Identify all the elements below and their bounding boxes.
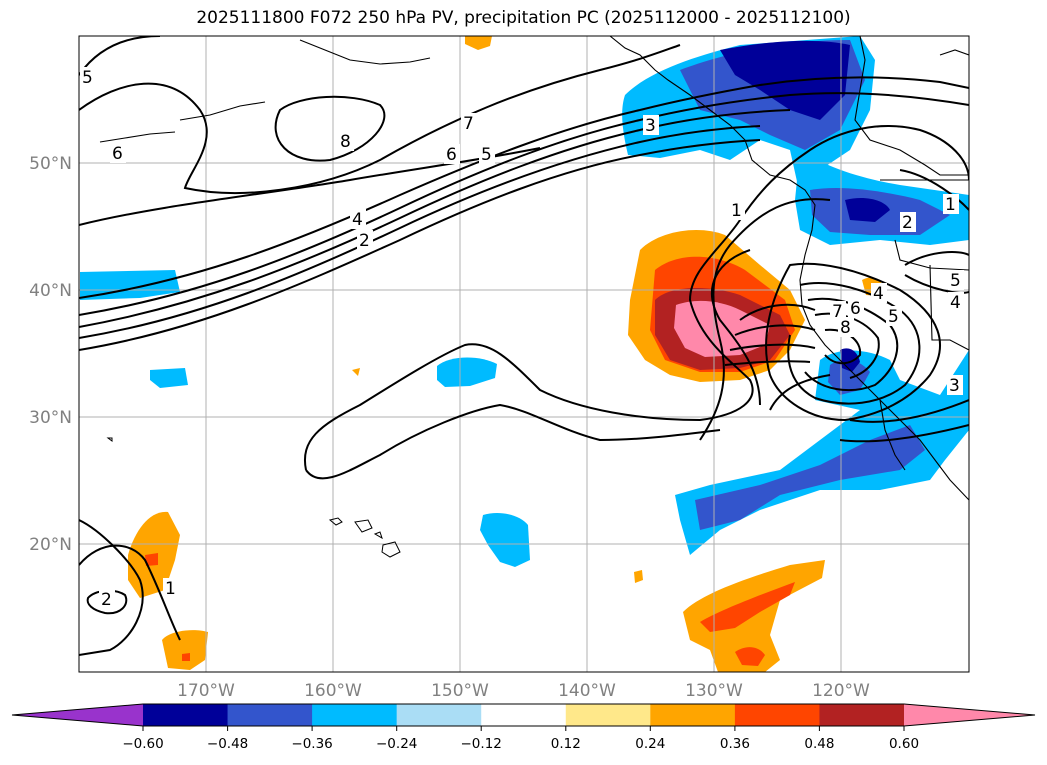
lon-label: 140°W: [558, 681, 616, 701]
contour-label: 6: [850, 299, 861, 319]
colorbar-tick-label: −0.12: [461, 736, 502, 752]
colorbar-tick-label: −0.60: [122, 736, 163, 752]
contour-label: 7: [463, 114, 474, 134]
colorbar-tick-label: 0.60: [889, 736, 919, 752]
colorbar-tick-label: −0.24: [376, 736, 417, 752]
contour-label: 5: [950, 271, 961, 291]
contour-label: 4: [352, 210, 363, 230]
contour-label: 8: [340, 132, 351, 152]
contour-label: 3: [949, 376, 960, 396]
lat-label: 40°N: [29, 281, 72, 301]
colorbar-labels: −0.60 −0.48 −0.36 −0.24 −0.12 0.12 0.24 …: [122, 736, 919, 752]
contour-label: 4: [873, 284, 884, 304]
colorbar-ticks: [142, 726, 905, 731]
colorbar-tick-label: 0.48: [804, 736, 834, 752]
colorbar-segment: [650, 704, 736, 726]
lat-label: 50°N: [29, 154, 72, 174]
colorbar-segment: [227, 704, 313, 726]
map-plot-area: 5 6 8 7 6 5 3 4 2 1 1 2 5 4: [79, 36, 969, 672]
lon-label: 120°W: [812, 681, 870, 701]
longitude-labels: 170°W 160°W 150°W 140°W 130°W 120°W: [177, 681, 870, 701]
colorbar-tick-label: 0.36: [720, 736, 750, 752]
positive-anomaly-shading: [128, 36, 884, 672]
contour-label: 1: [731, 201, 742, 221]
colorbar: −0.60 −0.48 −0.36 −0.24 −0.12 0.12 0.24 …: [11, 703, 1036, 752]
gridlines: [79, 36, 969, 672]
colorbar-extend-high: [904, 704, 1035, 726]
colorbar-tick-label: −0.36: [291, 736, 332, 752]
contour-label: 5: [888, 307, 899, 327]
contour-label: 3: [645, 116, 656, 136]
lat-label: 20°N: [29, 535, 72, 555]
contour-label: 6: [446, 145, 457, 165]
colorbar-segment: [819, 704, 905, 726]
contour-label: 1: [945, 195, 956, 215]
lon-label: 170°W: [177, 681, 235, 701]
lon-label: 150°W: [431, 681, 489, 701]
map-title: 2025111800 F072 250 hPa PV, precipitatio…: [196, 8, 851, 28]
colorbar-tick-label: −0.48: [207, 736, 248, 752]
contour-label: 2: [902, 213, 913, 233]
contour-label: 6: [112, 144, 123, 164]
contour-label: 5: [481, 145, 492, 165]
colorbar-segment: [565, 704, 651, 726]
colorbar-segment: [143, 704, 229, 726]
colorbar-tick-label: 0.12: [551, 736, 581, 752]
contour-label: 5: [82, 68, 93, 88]
islands: [106, 437, 401, 558]
colorbar-segment: [312, 704, 398, 726]
lon-label: 130°W: [685, 681, 743, 701]
colorbar-tick-label: 0.24: [635, 736, 665, 752]
lat-label: 30°N: [29, 408, 72, 428]
colorbar-segment: [481, 704, 567, 726]
colorbar-segments: [143, 704, 905, 726]
contour-label: 8: [840, 318, 851, 338]
map-frame: [78, 35, 970, 673]
latitude-labels: 50°N 40°N 30°N 20°N: [29, 154, 72, 555]
colorbar-segment: [396, 704, 482, 726]
contour-label: 1: [165, 579, 176, 599]
negative-anomaly-shading: [80, 36, 969, 567]
contour-label: 2: [359, 231, 370, 251]
contour-label: 4: [950, 293, 961, 313]
lon-label: 160°W: [304, 681, 362, 701]
contour-labels: 5 6 8 7 6 5 3 4 2 1 1 2 5 4: [80, 67, 964, 610]
colorbar-extend-low: [12, 704, 143, 726]
coastlines: [99, 36, 969, 501]
contour-label: 7: [832, 302, 843, 322]
contour-label: 2: [101, 590, 112, 610]
colorbar-segment: [734, 704, 820, 726]
